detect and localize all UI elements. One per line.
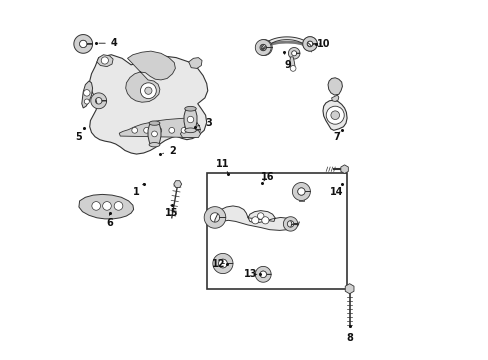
Text: 9: 9 [284, 52, 290, 70]
Circle shape [132, 127, 137, 133]
Polygon shape [125, 51, 175, 102]
Circle shape [181, 127, 186, 133]
Text: 5: 5 [75, 128, 84, 142]
Text: 6: 6 [106, 213, 113, 228]
Polygon shape [327, 78, 342, 95]
Circle shape [257, 213, 264, 219]
Ellipse shape [149, 143, 160, 147]
Circle shape [140, 83, 156, 99]
Polygon shape [173, 181, 182, 188]
Text: 16: 16 [261, 172, 274, 182]
Polygon shape [97, 55, 113, 67]
Circle shape [151, 131, 157, 137]
Text: 13: 13 [244, 269, 257, 279]
Polygon shape [148, 123, 161, 145]
Polygon shape [340, 165, 347, 174]
Circle shape [83, 90, 90, 96]
Text: 12: 12 [211, 258, 225, 269]
Polygon shape [261, 37, 312, 49]
Circle shape [84, 99, 89, 104]
Ellipse shape [184, 128, 196, 133]
Polygon shape [331, 95, 338, 102]
Circle shape [251, 217, 258, 224]
Text: 3: 3 [197, 118, 211, 128]
Circle shape [297, 188, 305, 195]
Bar [206, 173, 346, 289]
Polygon shape [91, 93, 106, 109]
Circle shape [187, 116, 193, 123]
Circle shape [101, 57, 108, 64]
Polygon shape [81, 81, 92, 108]
Polygon shape [292, 183, 310, 201]
Polygon shape [289, 57, 294, 69]
Polygon shape [74, 35, 92, 53]
Circle shape [144, 87, 152, 94]
Circle shape [114, 202, 122, 210]
Circle shape [330, 111, 339, 120]
Circle shape [218, 259, 227, 268]
Polygon shape [288, 48, 299, 59]
Circle shape [80, 40, 87, 48]
Text: 4: 4 [99, 38, 117, 48]
Circle shape [168, 127, 174, 133]
Polygon shape [188, 58, 202, 68]
Ellipse shape [149, 121, 160, 125]
Text: 15: 15 [164, 205, 178, 218]
Circle shape [102, 202, 111, 210]
Polygon shape [79, 194, 133, 219]
Polygon shape [255, 266, 270, 282]
Polygon shape [322, 100, 346, 130]
Polygon shape [213, 206, 291, 230]
Polygon shape [255, 40, 270, 55]
Text: 8: 8 [346, 326, 352, 343]
Polygon shape [89, 55, 207, 154]
Polygon shape [180, 130, 200, 138]
Text: 2: 2 [163, 146, 176, 156]
Circle shape [289, 66, 295, 71]
Text: 1: 1 [133, 184, 143, 197]
Circle shape [143, 127, 149, 133]
Text: 14: 14 [329, 184, 343, 197]
Polygon shape [345, 284, 353, 294]
Circle shape [325, 106, 344, 124]
Polygon shape [302, 37, 317, 51]
Text: 7: 7 [332, 132, 339, 142]
Polygon shape [212, 253, 232, 274]
Text: 11: 11 [216, 159, 229, 174]
Polygon shape [256, 40, 272, 55]
Circle shape [260, 271, 266, 278]
Circle shape [92, 202, 101, 210]
Polygon shape [119, 118, 198, 138]
Polygon shape [184, 122, 200, 138]
Polygon shape [299, 196, 303, 201]
Polygon shape [283, 217, 297, 231]
Circle shape [261, 217, 268, 224]
Polygon shape [204, 207, 225, 228]
Text: 10: 10 [316, 39, 330, 49]
Polygon shape [183, 109, 197, 130]
Ellipse shape [184, 107, 196, 111]
Polygon shape [302, 37, 317, 51]
Circle shape [156, 127, 162, 133]
